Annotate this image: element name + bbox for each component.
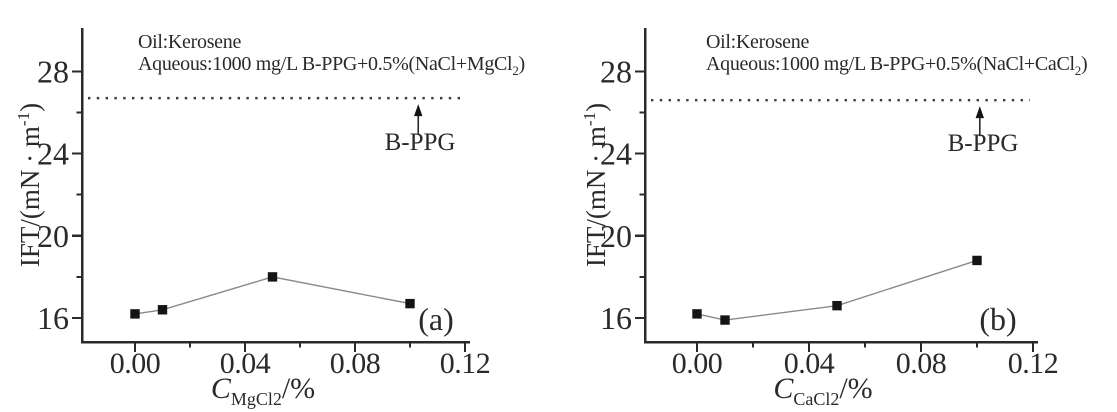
superscript: -1 [14,111,33,127]
y-axis-title-a: IFT/(mN · m-1) [14,102,45,268]
subscript: CaCl2 [793,389,840,409]
y-tick-label: 24 [37,136,69,172]
data-point-marker [972,255,982,266]
chart-panel-a: 16 20 24 28 0.00 0.04 0.08 0.12 [37,28,491,380]
bppg-arrow [414,104,423,135]
data-point-marker [267,272,278,282]
data-point-marker [157,305,168,315]
concentration-symbol: C [773,372,794,405]
data-point-marker [405,298,415,309]
data-point-marker [130,309,140,319]
y-tick-label: 28 [600,53,632,89]
subscript: 2 [1074,63,1082,78]
y-tick-label: 16 [600,300,632,336]
data-series-line [696,259,978,321]
annotation-line1: Oil:Kerosene [706,31,810,53]
refline-label-a: B-PPG [384,129,456,156]
x-axis-title-a: CMgCl2/% [210,372,316,409]
annotation-line2: Aqueous:1000 mg/L B-PPG+0.5%(NaCl+MgCl2) [138,53,525,78]
x-tick-label: 0.12 [440,347,491,380]
panel-label-b: (b) [979,301,1017,337]
y-tick-label: 16 [37,300,69,336]
refline-label-b: B-PPG [947,130,1019,157]
chart-panel-b: 16 20 24 28 0.00 0.04 0.08 0.12 [600,28,1059,380]
x-tick-label: 0.00 [672,347,723,380]
bppg-arrow [975,106,984,137]
y-tick-label: 28 [37,53,69,89]
x-tick-label: 0.00 [110,347,161,380]
annotation-line1: Oil:Kerosene [138,31,242,53]
subscript: MgCl2 [230,389,282,409]
y-tick-label: 24 [600,136,632,172]
data-point-marker [832,300,842,311]
concentration-symbol: C [210,372,231,405]
annotation-line2: Aqueous:1000 mg/L B-PPG+0.5%(NaCl+CaCl2) [706,53,1088,78]
superscript: -1 [580,111,599,127]
x-axis-title-b: CCaCl2/% [773,372,873,409]
panel-label-a: (a) [418,301,454,337]
x-tick-label: 0.08 [896,347,947,380]
data-point-marker [692,309,702,319]
x-tick-label: 0.04 [220,347,271,380]
x-tick-label: 0.08 [330,347,381,380]
y-axis-title-b: IFT/(mN · m-1) [580,102,611,268]
conditions-annotation-b: Oil:Kerosene Aqueous:1000 mg/L B-PPG+0.5… [706,31,1088,78]
x-tick-label: 0.04 [784,347,835,380]
y-tick-label: 20 [37,218,69,254]
subscript: 2 [512,63,519,78]
y-tick-label: 20 [600,218,632,254]
x-tick-label: 0.12 [1008,347,1059,380]
data-point-marker [720,315,730,325]
conditions-annotation-a: Oil:Kerosene Aqueous:1000 mg/L B-PPG+0.5… [138,31,525,78]
data-series-line [134,276,411,315]
